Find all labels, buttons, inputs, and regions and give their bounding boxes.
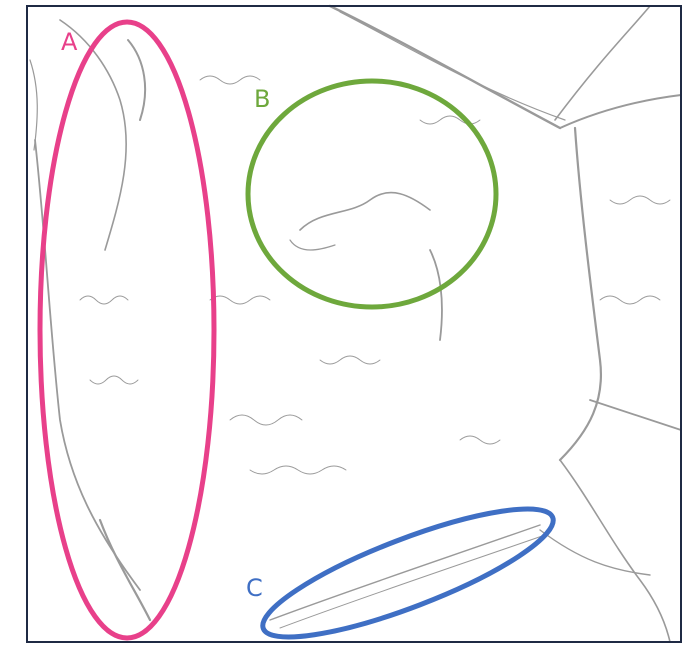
region-a-label: A (61, 28, 78, 56)
region-c-label: C (246, 574, 263, 602)
region-b-label: B (254, 85, 270, 113)
texture-panel (27, 6, 681, 642)
